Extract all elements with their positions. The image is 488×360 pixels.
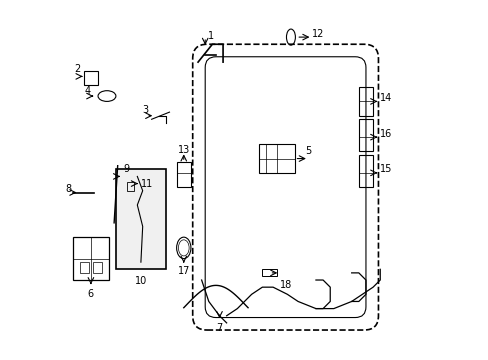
Bar	[262, 269, 276, 276]
Bar	[93, 262, 102, 273]
Text: 13: 13	[177, 145, 189, 155]
Bar	[358, 119, 372, 152]
Bar	[258, 144, 294, 173]
Bar	[83, 71, 98, 85]
Bar	[73, 237, 108, 280]
Text: 11: 11	[141, 179, 153, 189]
Text: 12: 12	[312, 28, 324, 39]
Bar	[80, 262, 89, 273]
Text: 2: 2	[74, 64, 80, 74]
Bar	[176, 162, 190, 187]
Text: 16: 16	[380, 129, 392, 139]
Text: 6: 6	[88, 289, 94, 299]
Text: 3: 3	[142, 105, 148, 115]
Text: 8: 8	[65, 184, 71, 194]
Bar	[358, 87, 372, 116]
Text: 7: 7	[216, 323, 222, 333]
Text: 10: 10	[135, 276, 147, 287]
Text: 15: 15	[380, 164, 392, 174]
Bar	[358, 155, 372, 187]
Bar	[126, 182, 134, 191]
Text: 5: 5	[305, 147, 311, 157]
Text: 4: 4	[84, 86, 91, 96]
Text: 1: 1	[207, 31, 213, 41]
Text: 17: 17	[177, 266, 189, 276]
Text: 14: 14	[380, 93, 392, 103]
Text: 18: 18	[280, 280, 292, 290]
Bar	[116, 169, 165, 269]
Text: 9: 9	[123, 164, 129, 174]
